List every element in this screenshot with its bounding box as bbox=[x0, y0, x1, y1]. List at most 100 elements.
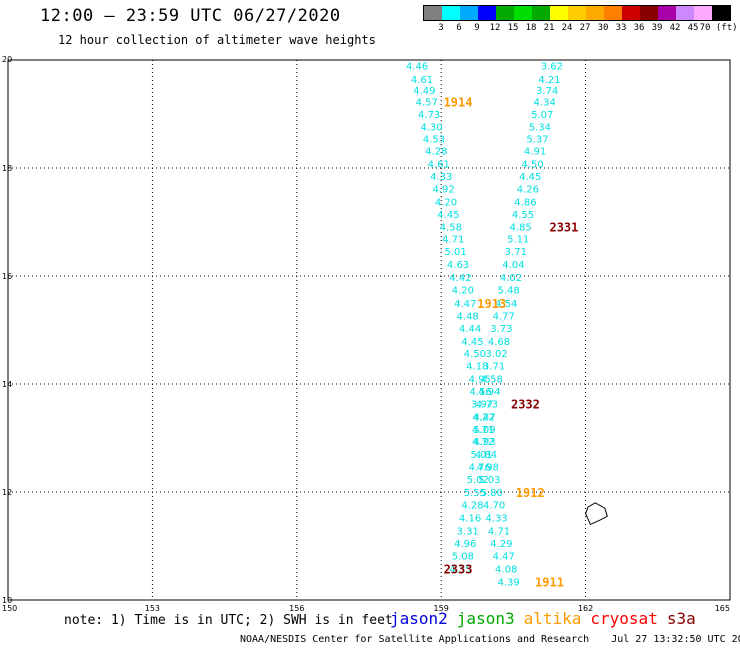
lat-tick-label: 14 bbox=[2, 380, 12, 389]
swh-value: 4.26 bbox=[517, 185, 539, 196]
color-scale-tick-label: 21 bbox=[543, 23, 555, 33]
swh-value: 4.61 bbox=[411, 75, 433, 86]
credit-timestamp: Jul 27 13:32:50 UTC 2020 bbox=[611, 634, 740, 645]
color-scale-tick-label: 18 bbox=[525, 23, 537, 33]
swh-value: 4.96 bbox=[454, 539, 476, 550]
swh-value: 3.71 bbox=[483, 362, 505, 373]
color-scale-cell bbox=[694, 6, 712, 20]
map-land bbox=[585, 502, 608, 526]
swh-value: 4.93 bbox=[473, 437, 495, 448]
swh-value: 4.53 bbox=[423, 134, 445, 145]
swh-value: 4.30 bbox=[420, 122, 442, 133]
swh-value: 4.02 bbox=[500, 273, 522, 284]
lat-tick-label: 18 bbox=[2, 164, 12, 173]
swh-value: 4.47 bbox=[473, 412, 495, 423]
color-scale-tick-label: 12 bbox=[489, 23, 501, 33]
swh-value: 4.47 bbox=[493, 552, 515, 563]
color-scale-cell bbox=[460, 6, 478, 20]
pass-time-label: 2333 bbox=[444, 563, 473, 577]
legend-item-cryosat: cryosat bbox=[590, 609, 658, 628]
swh-value: 4.18 bbox=[466, 362, 488, 373]
swh-value: 4.04 bbox=[502, 260, 524, 271]
color-scale-cell bbox=[442, 6, 460, 20]
lat-tick-label: 10 bbox=[2, 596, 12, 605]
swh-value: 4.58 bbox=[481, 375, 503, 386]
swh-value: 4.85 bbox=[509, 222, 531, 233]
color-scale-cell bbox=[424, 6, 442, 20]
swh-value: 4.71 bbox=[472, 425, 494, 436]
lon-tick-label: 165 bbox=[715, 604, 730, 613]
swh-value: 3.73 bbox=[490, 324, 512, 335]
swh-value: 5.48 bbox=[497, 286, 519, 297]
swh-value: 4.76 bbox=[469, 463, 491, 474]
swh-value: 5.55 bbox=[464, 488, 486, 499]
swh-value: 5.07 bbox=[531, 110, 553, 121]
color-scale-ticks: 3 6 9 12 15 18 21 24 27 30 33 36 39 42 45 70 (ft) bbox=[423, 21, 737, 33]
swh-value: 4.35 bbox=[449, 565, 471, 576]
swh-value: 4.73 bbox=[476, 399, 498, 410]
map-grid bbox=[8, 60, 730, 600]
swh-value: 5.37 bbox=[526, 134, 548, 145]
color-scale-tick-label: 3 bbox=[438, 23, 444, 33]
swh-value: 3.71 bbox=[505, 247, 527, 258]
swh-value: 4.91 bbox=[524, 147, 546, 158]
swh-value: 4.45 bbox=[437, 210, 459, 221]
color-scale-tick-label: 15 bbox=[507, 23, 519, 33]
color-scale-cell bbox=[712, 6, 730, 20]
swh-value: 4.16 bbox=[459, 513, 481, 524]
color-scale-tick-label: 9 bbox=[474, 23, 480, 33]
map-axes: 150 153 156 159 162 165 10 12 14 16 18 20 bbox=[2, 55, 730, 613]
color-scale-cell bbox=[622, 6, 640, 20]
swh-value: 5.09 bbox=[473, 425, 495, 436]
swh-value: 4.22 bbox=[472, 412, 494, 423]
swh-value: 4.63 bbox=[447, 260, 469, 271]
swh-value: 4.56 bbox=[470, 387, 492, 398]
lat-tick-label: 12 bbox=[2, 488, 12, 497]
swh-value: 4.50 bbox=[464, 349, 486, 360]
swh-value: 5.03 bbox=[478, 475, 500, 486]
swh-value: 4.47 bbox=[454, 299, 476, 310]
lon-tick-label: 156 bbox=[289, 604, 304, 613]
swh-value: 3.31 bbox=[457, 526, 479, 537]
color-scale-cell bbox=[568, 6, 586, 20]
swh-value: 3.02 bbox=[485, 349, 507, 360]
island-outline bbox=[585, 502, 608, 526]
color-scale-cell bbox=[532, 6, 550, 20]
color-scale-tick-label: 70 (ft) bbox=[699, 23, 738, 33]
pass-time-label: 1914 bbox=[444, 96, 473, 110]
color-scale-cell bbox=[640, 6, 658, 20]
swh-value: 3.97 bbox=[471, 399, 493, 410]
swh-value: 4.94 bbox=[478, 387, 500, 398]
swh-value: 4.28 bbox=[461, 500, 483, 511]
swh-value: 4.08 bbox=[495, 565, 517, 576]
swh-value: 4.20 bbox=[435, 197, 457, 208]
swh-value: 4.45 bbox=[519, 172, 541, 183]
swh-value: 4.20 bbox=[452, 286, 474, 297]
swh-value: 4.68 bbox=[488, 337, 510, 348]
pass-time-label: 1913 bbox=[477, 297, 506, 311]
color-scale-cell bbox=[676, 6, 694, 20]
color-scale-tick-label: 45 bbox=[687, 23, 699, 33]
lat-tick-label: 20 bbox=[2, 55, 12, 64]
swh-value: 4.33 bbox=[485, 513, 507, 524]
credit-text: NOAA/NESDIS Center for Satellite Applica… bbox=[240, 634, 590, 645]
color-scale-cells bbox=[423, 5, 731, 21]
legend-item-s3a: s3a bbox=[666, 609, 696, 628]
footer-credit: NOAA/NESDIS Center for Satellite Applica… bbox=[240, 634, 740, 645]
color-scale-tick-label: 30 bbox=[597, 23, 609, 33]
pass-time-label: 2331 bbox=[549, 220, 578, 234]
swh-value: 4.54 bbox=[495, 299, 517, 310]
swh-value: 4.21 bbox=[538, 75, 560, 86]
swh-value: 4.45 bbox=[461, 337, 483, 348]
swh-value: 3.74 bbox=[536, 86, 558, 97]
swh-value: 4.39 bbox=[497, 578, 519, 589]
swh-value: 5.11 bbox=[507, 235, 529, 246]
swh-value: 4.98 bbox=[477, 463, 499, 474]
swh-value: 4.46 bbox=[406, 61, 428, 72]
swh-value: 4.72 bbox=[472, 437, 494, 448]
legend-item-jason2: jason2 bbox=[390, 609, 448, 628]
swh-value: 4.55 bbox=[512, 210, 534, 221]
color-scale-cell bbox=[550, 6, 568, 20]
color-scale-cell bbox=[514, 6, 532, 20]
